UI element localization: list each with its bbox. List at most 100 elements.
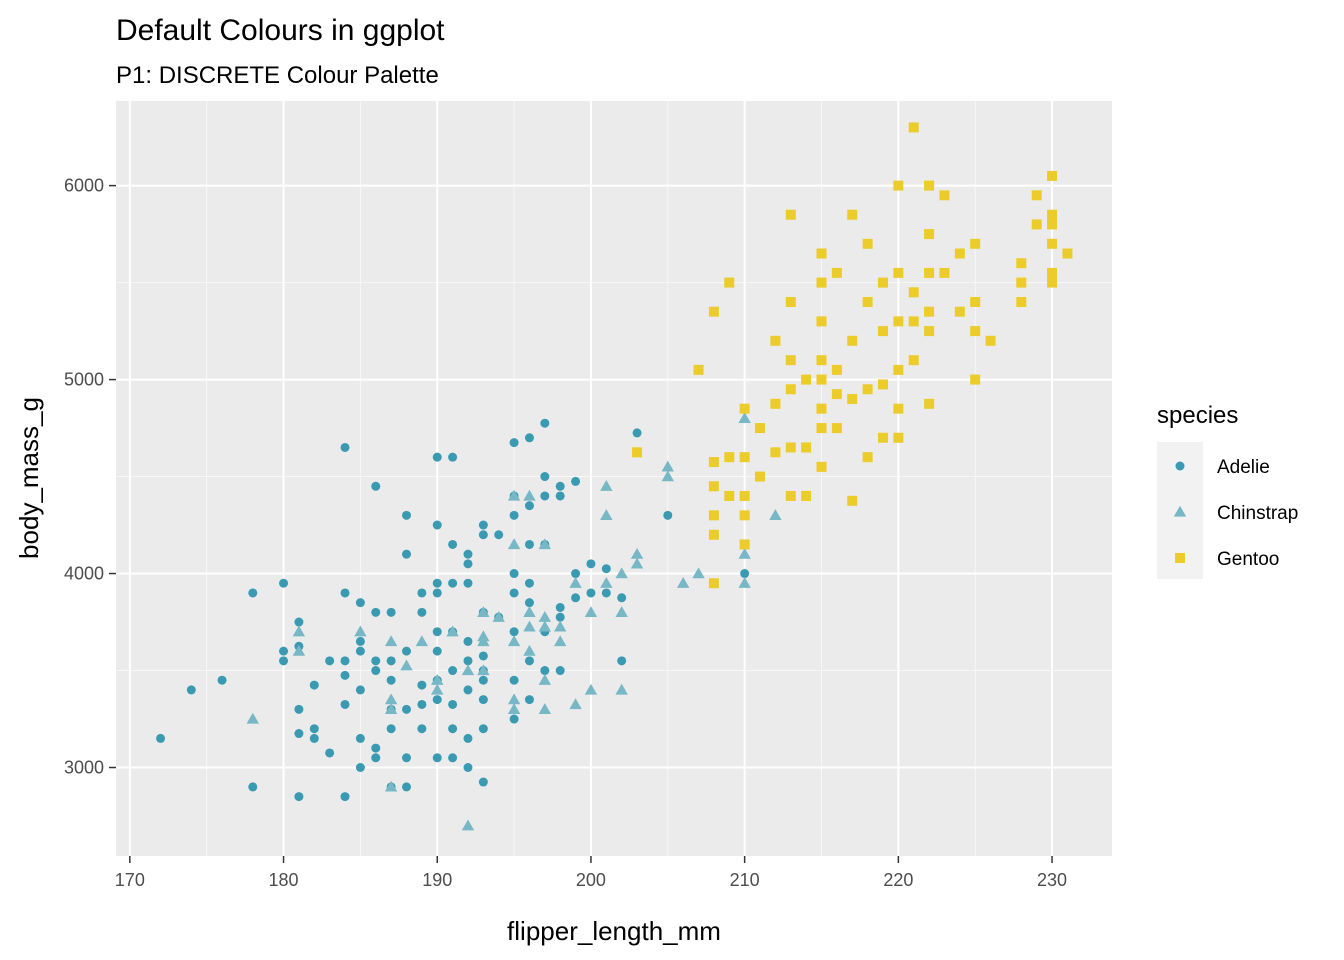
data-point-gentoo xyxy=(954,248,965,259)
data-point-gentoo xyxy=(985,335,996,346)
data-point-gentoo xyxy=(770,447,781,458)
data-point-gentoo xyxy=(877,326,888,337)
data-point-chinstrap xyxy=(477,664,490,676)
data-point-chinstrap xyxy=(630,557,644,569)
data-point-gentoo xyxy=(785,384,796,395)
data-point-gentoo xyxy=(939,267,950,278)
data-point-adelie xyxy=(294,792,304,802)
data-point-adelie xyxy=(371,656,381,666)
data-point-adelie xyxy=(478,651,488,661)
data-point-gentoo xyxy=(1031,219,1042,230)
data-point-adelie xyxy=(417,724,427,734)
data-point-chinstrap xyxy=(523,644,536,656)
data-point-chinstrap xyxy=(538,538,552,550)
data-point-gentoo xyxy=(801,490,812,501)
data-point-gentoo xyxy=(877,432,888,443)
data-point-adelie xyxy=(740,569,750,579)
legend-key-adelie xyxy=(1175,461,1185,471)
data-point-adelie xyxy=(294,704,304,714)
data-point-chinstrap xyxy=(461,819,475,831)
data-point-adelie xyxy=(279,646,289,656)
data-point-adelie xyxy=(279,656,289,666)
data-point-adelie xyxy=(448,539,458,549)
data-point-gentoo xyxy=(954,306,965,317)
data-point-gentoo xyxy=(970,296,981,307)
data-point-adelie xyxy=(294,617,304,627)
chart-subtitle: P1: DISCRETE Colour Palette xyxy=(116,62,439,89)
data-point-chinstrap xyxy=(354,625,367,637)
data-point-gentoo xyxy=(816,423,827,434)
data-point-chinstrap xyxy=(246,712,259,724)
data-point-gentoo xyxy=(816,403,827,414)
data-point-adelie xyxy=(156,733,166,743)
data-point-chinstrap xyxy=(600,480,613,491)
data-point-chinstrap xyxy=(569,577,582,588)
data-point-adelie xyxy=(432,695,442,705)
data-point-adelie xyxy=(601,564,611,574)
data-point-gentoo xyxy=(693,364,704,375)
data-point-adelie xyxy=(463,733,473,743)
data-point-gentoo xyxy=(924,229,935,240)
data-point-gentoo xyxy=(847,393,858,404)
data-points xyxy=(156,122,1073,831)
data-point-chinstrap xyxy=(507,538,521,550)
data-point-gentoo xyxy=(785,442,796,453)
data-point-gentoo xyxy=(755,471,766,482)
data-point-adelie xyxy=(463,636,473,646)
legend-label-gentoo: Gentoo xyxy=(1217,549,1279,570)
data-point-adelie xyxy=(555,491,565,501)
data-point-chinstrap xyxy=(384,780,398,792)
x-axis: 170 180 190 200 210 220 230 xyxy=(115,856,1067,890)
data-point-adelie xyxy=(524,578,534,588)
data-point-gentoo xyxy=(708,578,719,589)
data-point-chinstrap xyxy=(477,635,490,647)
data-point-chinstrap xyxy=(538,703,552,714)
data-point-chinstrap xyxy=(584,683,598,695)
data-point-adelie xyxy=(294,729,304,739)
data-point-chinstrap xyxy=(507,635,521,647)
data-point-chinstrap xyxy=(415,635,429,647)
data-point-adelie xyxy=(540,472,550,482)
data-point-chinstrap xyxy=(477,606,490,617)
y-tick-label: 5000 xyxy=(64,370,104,390)
data-point-adelie xyxy=(340,442,350,452)
data-point-adelie xyxy=(217,675,227,685)
data-point-gentoo xyxy=(755,423,766,434)
data-point-adelie xyxy=(432,646,442,656)
data-point-chinstrap xyxy=(600,577,613,588)
data-point-adelie xyxy=(371,481,381,491)
data-point-gentoo xyxy=(877,277,888,288)
data-point-adelie xyxy=(540,418,550,428)
data-point-gentoo xyxy=(1062,248,1073,259)
legend-label-adelie: Adelie xyxy=(1217,457,1270,478)
data-point-adelie xyxy=(386,675,396,685)
data-point-gentoo xyxy=(708,481,719,492)
data-point-gentoo xyxy=(970,238,981,249)
data-point-chinstrap xyxy=(738,577,751,588)
data-point-gentoo xyxy=(724,277,735,288)
data-point-gentoo xyxy=(862,238,873,249)
series-gentoo xyxy=(632,122,1073,589)
data-point-adelie xyxy=(555,612,565,622)
plot-panel xyxy=(116,101,1112,856)
data-point-adelie xyxy=(355,733,365,743)
data-point-adelie xyxy=(432,753,442,763)
data-point-adelie xyxy=(448,666,458,676)
data-point-chinstrap xyxy=(431,683,444,695)
data-point-adelie xyxy=(617,656,627,666)
data-point-gentoo xyxy=(1016,258,1027,269)
data-point-adelie xyxy=(309,680,319,690)
data-point-gentoo xyxy=(708,529,719,540)
data-point-adelie xyxy=(586,588,596,598)
data-point-gentoo xyxy=(893,432,904,443)
data-point-chinstrap xyxy=(292,644,306,656)
data-point-adelie xyxy=(355,646,365,656)
data-point-gentoo xyxy=(908,316,919,327)
data-point-gentoo xyxy=(924,267,935,278)
data-point-chinstrap xyxy=(384,635,398,647)
data-point-adelie xyxy=(571,569,581,579)
data-point-adelie xyxy=(524,656,534,666)
data-point-adelie xyxy=(463,578,473,588)
data-point-adelie xyxy=(571,476,581,486)
